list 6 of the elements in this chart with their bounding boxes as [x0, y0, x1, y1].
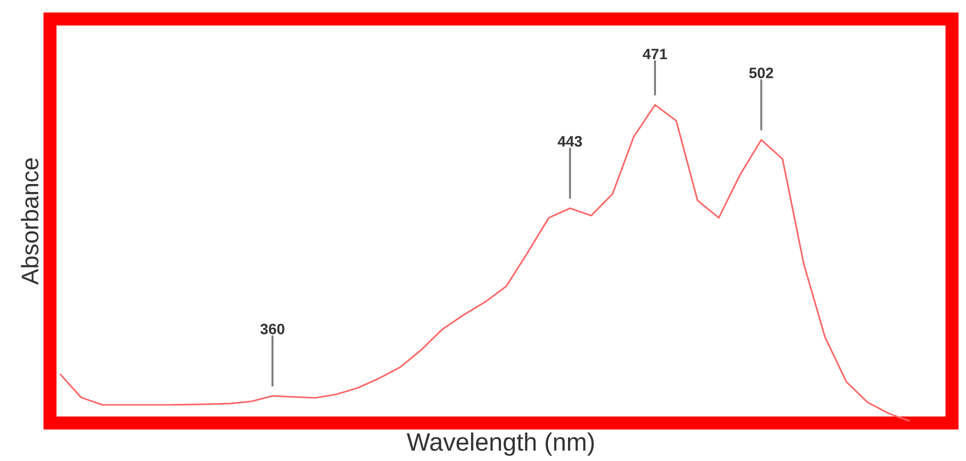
text: 502: [749, 68, 774, 78]
y-axis-title: Absorbance: [20, 158, 38, 285]
x-axis-title: Wavelength (nm): [406, 432, 594, 456]
annotation: 443: [558, 136, 582, 147]
text: 471: [642, 48, 668, 60]
annotation: 360: [260, 324, 284, 334]
